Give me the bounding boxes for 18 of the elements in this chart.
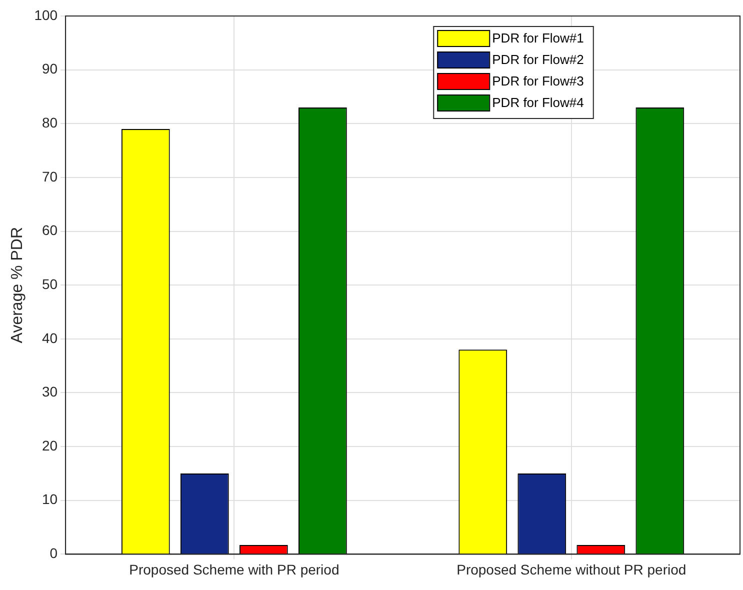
y-tick-label: 70 xyxy=(42,168,58,184)
y-axis-title: Average % PDR xyxy=(9,227,26,344)
legend-label: PDR for Flow#1 xyxy=(492,30,584,46)
y-tick-label: 90 xyxy=(42,60,58,77)
y-tick-label: 20 xyxy=(42,437,58,454)
x-tick-label: Proposed Scheme with PR period xyxy=(129,561,340,578)
y-tick-label: 80 xyxy=(42,114,58,130)
y-tick-label: 30 xyxy=(42,384,58,400)
y-tick-label: 50 xyxy=(42,276,58,292)
y-tick-label: 0 xyxy=(50,545,58,562)
legend-label: PDR for Flow#4 xyxy=(492,95,584,110)
x-tick-label: Proposed Scheme without PR period xyxy=(456,561,686,578)
y-tick-label: 100 xyxy=(34,6,58,23)
legend-label: PDR for Flow#3 xyxy=(492,74,584,89)
y-tick-label: 60 xyxy=(42,222,58,238)
y-tick-label: 40 xyxy=(42,330,58,346)
y-tick-label: 10 xyxy=(42,491,58,508)
legend-label: PDR for Flow#2 xyxy=(492,52,584,68)
